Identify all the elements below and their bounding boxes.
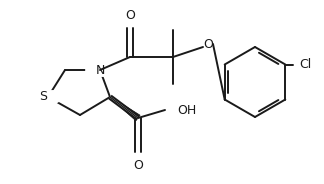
- Text: Cl: Cl: [299, 58, 312, 71]
- Text: OH: OH: [177, 103, 196, 116]
- Text: O: O: [203, 38, 213, 52]
- Text: N: N: [95, 63, 105, 77]
- Text: O: O: [133, 159, 143, 172]
- Text: S: S: [39, 91, 47, 103]
- Text: O: O: [125, 9, 135, 22]
- Polygon shape: [110, 97, 140, 121]
